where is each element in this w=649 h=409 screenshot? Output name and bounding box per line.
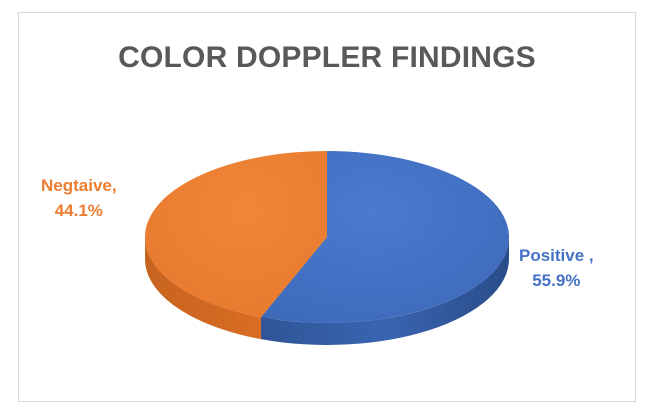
pie-slice-positive-side [261,237,509,345]
data-label-negative-value: 44.1% [54,201,103,220]
pie-chart [145,151,510,345]
chart-area: COLOR DOPPLER FINDINGS Negta [18,12,636,402]
chart-title: COLOR DOPPLER FINDINGS [118,41,536,74]
pie-slice-negative-side [145,237,262,340]
data-label-positive: Positive , 55.9% [519,243,594,293]
data-label-negative-name: Negtaive, [41,176,117,195]
pie-slice-negative [145,151,327,318]
pie-slice-positive [261,151,510,323]
data-label-negative: Negtaive, 44.1% [41,173,117,223]
data-label-positive-value: 55.9% [532,271,581,290]
data-label-positive-name: Positive , [519,246,594,265]
